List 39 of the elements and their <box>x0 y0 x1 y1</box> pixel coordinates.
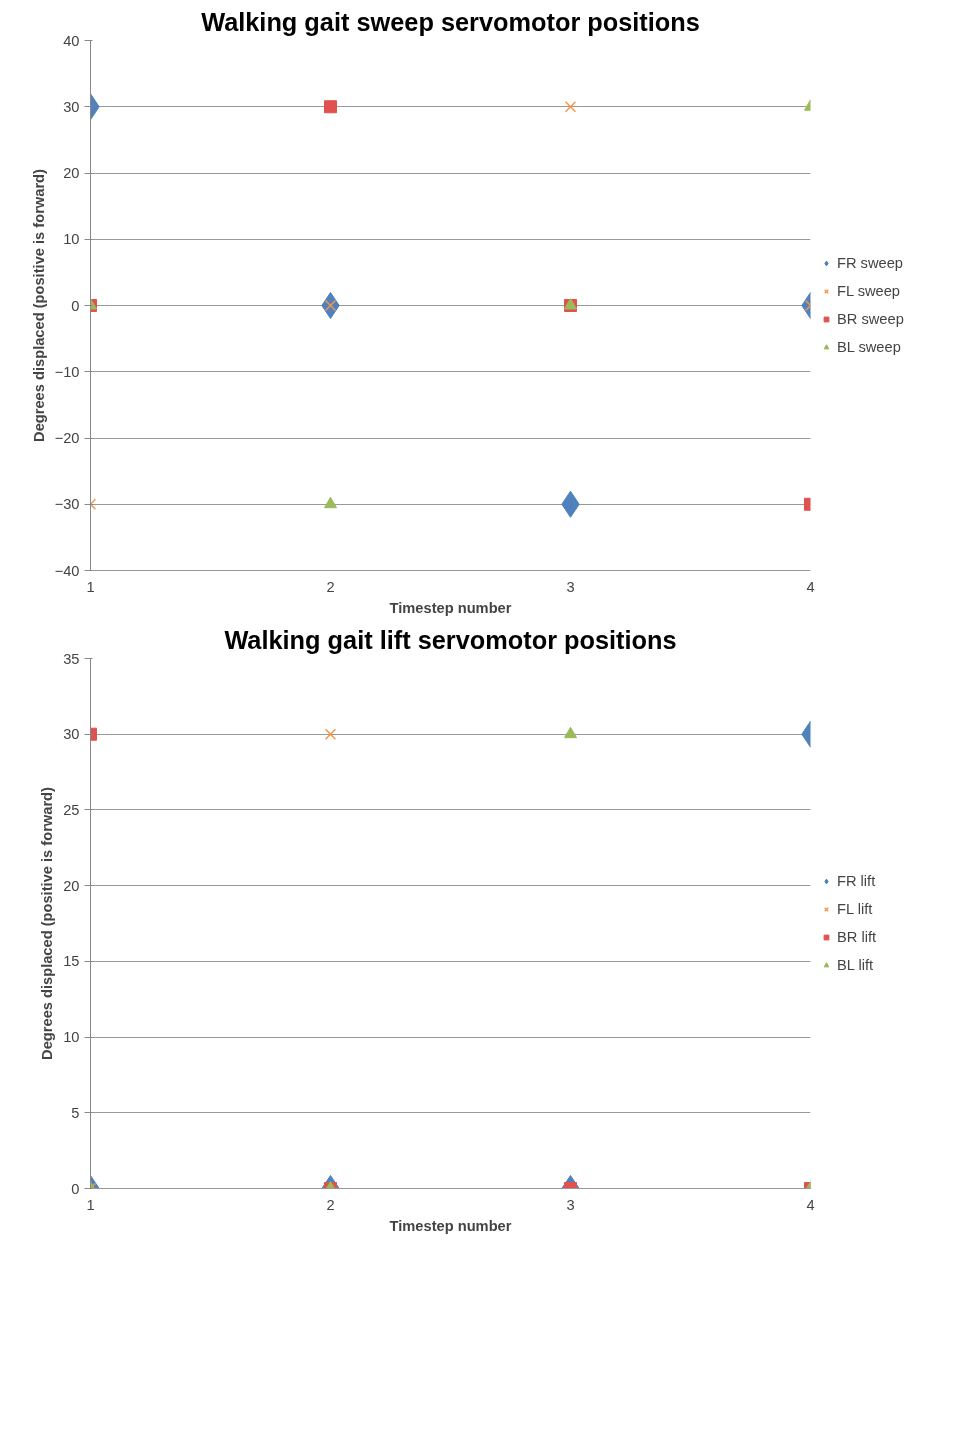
x-tick-label: 2 <box>326 1196 335 1213</box>
legend-label: BR lift <box>837 929 877 945</box>
x-tick-label: 4 <box>806 578 815 595</box>
y-tick-label: 0 <box>71 1180 80 1197</box>
x-tick-label: 4 <box>806 1196 815 1213</box>
y-tick-label: 20 <box>63 165 80 181</box>
legend-label: FR lift <box>837 873 876 889</box>
chart-title: Walking gait lift servomotor positions <box>224 625 677 654</box>
y-tick-label: 10 <box>63 1029 80 1046</box>
legend-label: FR sweep <box>837 255 903 271</box>
y-tick-label: 15 <box>63 953 80 970</box>
y-tick-label: 40 <box>63 32 80 49</box>
x-axis-title: Timestep number <box>389 1217 512 1234</box>
y-tick-label: −40 <box>54 562 80 579</box>
legend-label: FL sweep <box>837 283 900 299</box>
y-tick-label: −30 <box>54 496 80 513</box>
x-tick-label: 3 <box>566 1196 575 1213</box>
legend-label: BL lift <box>837 957 874 973</box>
legend-label: BR sweep <box>837 311 904 327</box>
y-tick-label: 30 <box>63 98 80 115</box>
y-axis-title: Degrees displaced (positive is forward) <box>39 786 56 1060</box>
y-tick-label: 35 <box>63 650 80 667</box>
x-axis-title: Timestep number <box>389 599 512 616</box>
x-tick-label: 2 <box>326 578 335 595</box>
x-tick-label: 3 <box>566 578 575 595</box>
y-tick-label: 30 <box>63 726 80 743</box>
y-tick-label: −20 <box>54 430 80 446</box>
y-tick-label: −10 <box>54 363 80 380</box>
y-tick-label: 25 <box>63 801 80 818</box>
y-tick-label: 5 <box>71 1104 80 1121</box>
chart-title: Walking gait sweep servomotor positions <box>201 7 700 36</box>
y-tick-label: 10 <box>63 231 80 248</box>
legend-label: BL sweep <box>837 339 901 355</box>
legend-label: FL lift <box>837 901 873 917</box>
y-tick-label: 20 <box>63 877 80 894</box>
y-axis-title: Degrees displaced (positive is forward) <box>30 168 47 442</box>
y-tick-label: 0 <box>71 297 80 314</box>
x-tick-label: 1 <box>86 1196 95 1213</box>
x-tick-label: 1 <box>86 578 95 595</box>
